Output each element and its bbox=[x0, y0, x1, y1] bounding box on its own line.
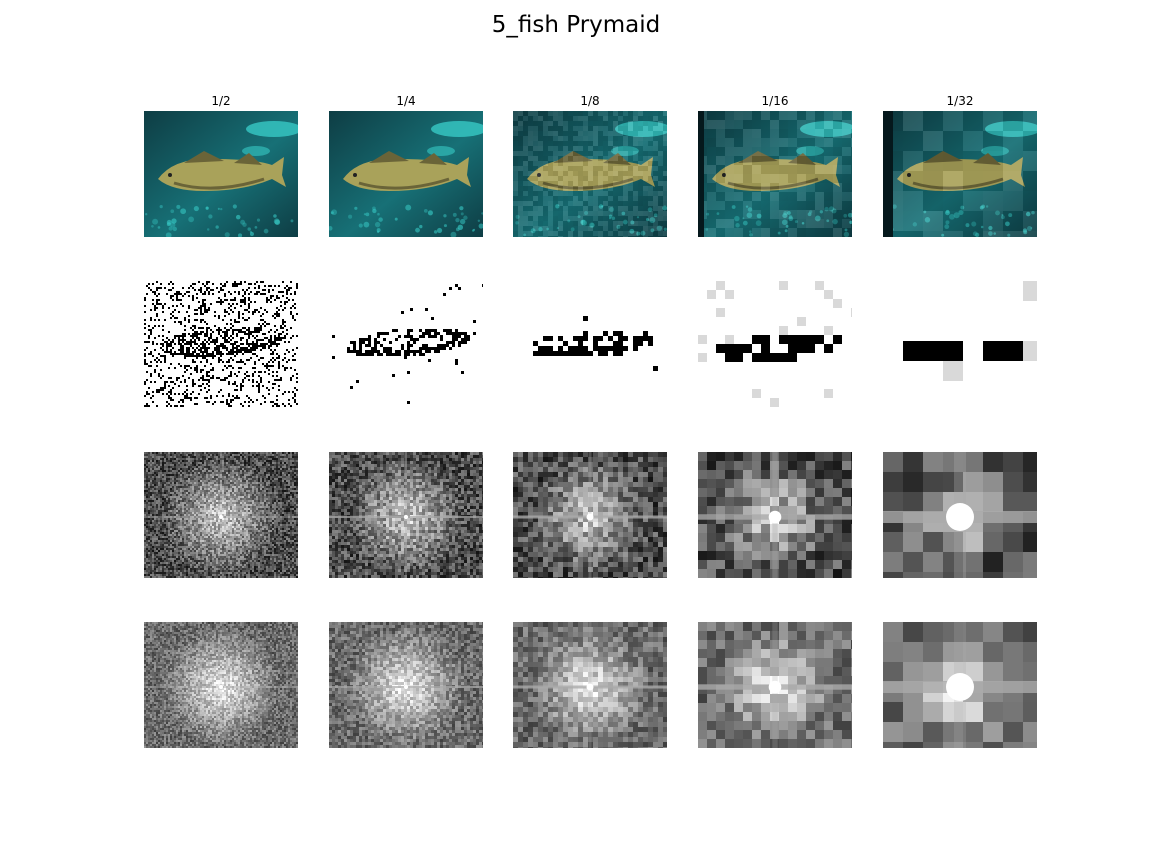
panel-spectrum-3-5 bbox=[883, 452, 1037, 578]
panel-graphic-3-4 bbox=[698, 452, 852, 578]
panel-image-1-2 bbox=[329, 111, 483, 237]
column-label-2: 1/4 bbox=[396, 94, 416, 108]
panel-graphic-2-5 bbox=[883, 281, 1037, 407]
panel-image-1-1 bbox=[144, 111, 298, 237]
panel-edge-2-4 bbox=[698, 281, 852, 407]
panel-graphic-1-4 bbox=[698, 111, 852, 237]
column-label-3: 1/8 bbox=[580, 94, 600, 108]
panel-graphic-3-5 bbox=[883, 452, 1037, 578]
panel-graphic-4-2 bbox=[329, 622, 483, 748]
panel-graphic-4-3 bbox=[513, 622, 667, 748]
panel-edge-2-1 bbox=[144, 281, 298, 407]
panel-spectrum-4-3 bbox=[513, 622, 667, 748]
panel-spectrum-3-2 bbox=[329, 452, 483, 578]
column-label-1: 1/2 bbox=[211, 94, 231, 108]
panel-graphic-1-5 bbox=[883, 111, 1037, 237]
panel-image-1-5 bbox=[883, 111, 1037, 237]
panel-graphic-4-5 bbox=[883, 622, 1037, 748]
figure-title: 5_fish Prymaid bbox=[491, 12, 661, 38]
panel-graphic-4-1 bbox=[144, 622, 298, 748]
panel-spectrum-3-1 bbox=[144, 452, 298, 578]
panel-graphic-2-2 bbox=[329, 281, 483, 407]
panel-graphic-3-3 bbox=[513, 452, 667, 578]
panel-graphic-3-1 bbox=[144, 452, 298, 578]
panel-graphic-2-4 bbox=[698, 281, 852, 407]
panel-graphic-1-2 bbox=[329, 111, 483, 237]
panel-edge-2-2 bbox=[329, 281, 483, 407]
panel-graphic-2-1 bbox=[144, 281, 298, 407]
panel-image-1-4 bbox=[698, 111, 852, 237]
panel-edge-2-5 bbox=[883, 281, 1037, 407]
panel-image-1-3 bbox=[513, 111, 667, 237]
column-label-5: 1/32 bbox=[946, 94, 974, 108]
panel-spectrum-3-4 bbox=[698, 452, 852, 578]
panel-graphic-1-3 bbox=[513, 111, 667, 237]
panel-edge-2-3 bbox=[513, 281, 667, 407]
panel-spectrum-4-4 bbox=[698, 622, 852, 748]
panel-graphic-4-4 bbox=[698, 622, 852, 748]
panel-spectrum-3-3 bbox=[513, 452, 667, 578]
column-label-4: 1/16 bbox=[761, 94, 789, 108]
panel-graphic-1-1 bbox=[144, 111, 298, 237]
panel-graphic-2-3 bbox=[513, 281, 667, 407]
panel-graphic-3-2 bbox=[329, 452, 483, 578]
panel-spectrum-4-1 bbox=[144, 622, 298, 748]
panel-spectrum-4-5 bbox=[883, 622, 1037, 748]
panel-spectrum-4-2 bbox=[329, 622, 483, 748]
